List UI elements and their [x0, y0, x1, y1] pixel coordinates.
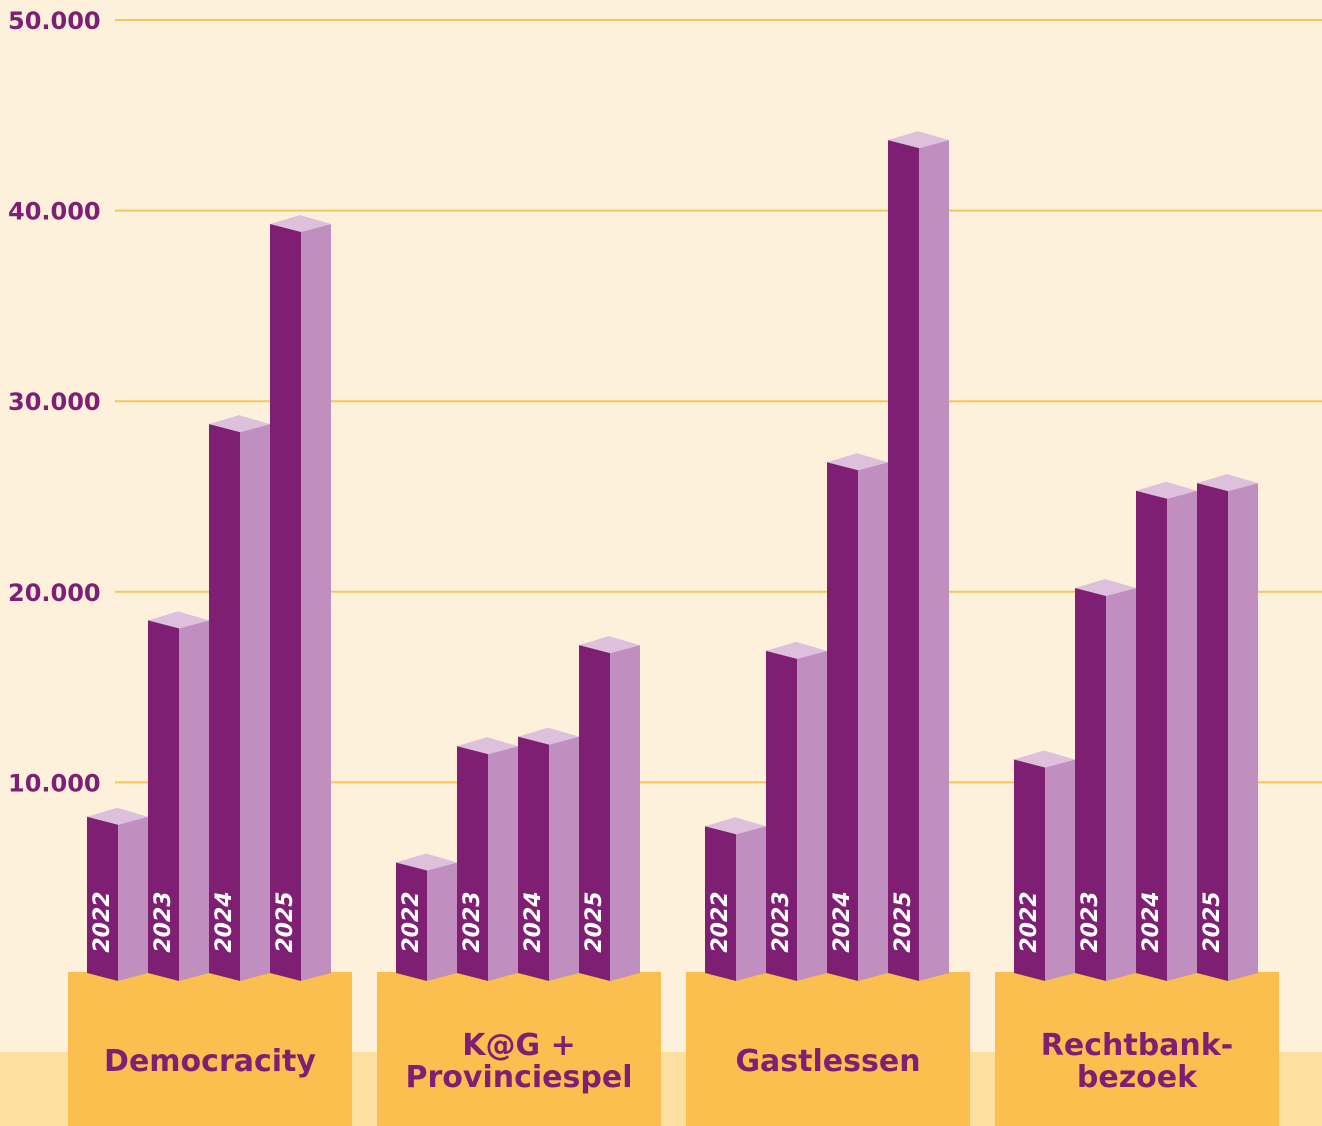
bar-top: [87, 807, 148, 825]
bar-side: [1106, 587, 1136, 981]
bar-top: [209, 415, 270, 433]
bar: [396, 862, 427, 981]
bar-top: [518, 727, 579, 745]
bar-side: [1167, 490, 1197, 981]
bar-year-label: 2025: [582, 891, 607, 952]
bar: [87, 816, 118, 981]
bar-side: [797, 650, 827, 981]
bar-side: [919, 140, 949, 981]
bar-side: [179, 620, 209, 981]
bar-top: [1014, 750, 1075, 768]
bar: [1075, 587, 1106, 981]
y-tick-label: 50.000: [8, 7, 101, 35]
bar-year-label: 2024: [830, 891, 855, 952]
category-label: K@G + Provinciespel: [405, 1028, 633, 1095]
bar-side: [549, 736, 579, 981]
bar-year-label: 2022: [1017, 891, 1042, 952]
bar-year-label: 2022: [399, 891, 424, 952]
bar-top: [1197, 474, 1258, 492]
bar-top: [579, 636, 640, 654]
bar-top: [1136, 481, 1197, 499]
pedestal: [995, 972, 1279, 1126]
bar: [888, 140, 919, 981]
bar: [766, 650, 797, 981]
bar-year-label: 2022: [90, 891, 115, 952]
category-label: Democracity: [104, 1044, 316, 1079]
bar-top: [888, 131, 949, 149]
bar-top: [270, 214, 331, 232]
bar-top: [396, 853, 457, 871]
bar: [270, 223, 301, 981]
pedestal: [377, 972, 661, 1126]
bar-year-label: 2023: [460, 891, 485, 952]
bar-side: [1045, 759, 1075, 981]
bar-side: [301, 223, 331, 981]
bar-year-label: 2023: [151, 891, 176, 952]
bar-side: [858, 462, 888, 981]
bar-top: [457, 737, 518, 755]
bar-year-label: 2022: [708, 891, 733, 952]
y-tick-label: 40.000: [8, 198, 101, 226]
bar-side: [1228, 483, 1258, 981]
bar: [457, 746, 488, 981]
pedestal: [686, 972, 970, 1126]
bar-year-label: 2025: [273, 891, 298, 952]
bar: [209, 424, 240, 981]
y-tick-label: 30.000: [8, 388, 101, 416]
bar-side: [118, 816, 148, 981]
bar-top: [827, 453, 888, 471]
bar-year-label: 2025: [891, 891, 916, 952]
bar-year-label: 2024: [521, 891, 546, 952]
bar-side: [240, 424, 270, 981]
bar: [1014, 759, 1045, 981]
bar-side: [427, 862, 457, 981]
bar-year-label: 2024: [1139, 891, 1164, 952]
category-label: Rechtbank- bezoek: [1040, 1028, 1234, 1095]
bar: [827, 462, 858, 981]
bar: [1136, 490, 1167, 981]
pedestal: [68, 972, 352, 1126]
bar-side: [736, 826, 766, 981]
bar-side: [610, 645, 640, 981]
bar: [705, 826, 736, 981]
bar: [518, 736, 549, 981]
bar-top: [1075, 578, 1136, 596]
bar-top: [766, 641, 827, 659]
y-tick-label: 20.000: [8, 579, 101, 607]
bar-year-label: 2024: [212, 891, 237, 952]
bar-top: [705, 817, 766, 835]
category-label: Gastlessen: [735, 1044, 921, 1079]
bar: [1197, 483, 1228, 981]
bar: [579, 645, 610, 981]
bar: [148, 620, 179, 981]
bar-year-label: 2025: [1200, 891, 1225, 952]
bar-side: [488, 746, 518, 981]
bar-top: [148, 611, 209, 629]
bar-year-label: 2023: [1078, 891, 1103, 952]
y-tick-label: 10.000: [8, 769, 101, 797]
bar-year-label: 2023: [769, 891, 794, 952]
